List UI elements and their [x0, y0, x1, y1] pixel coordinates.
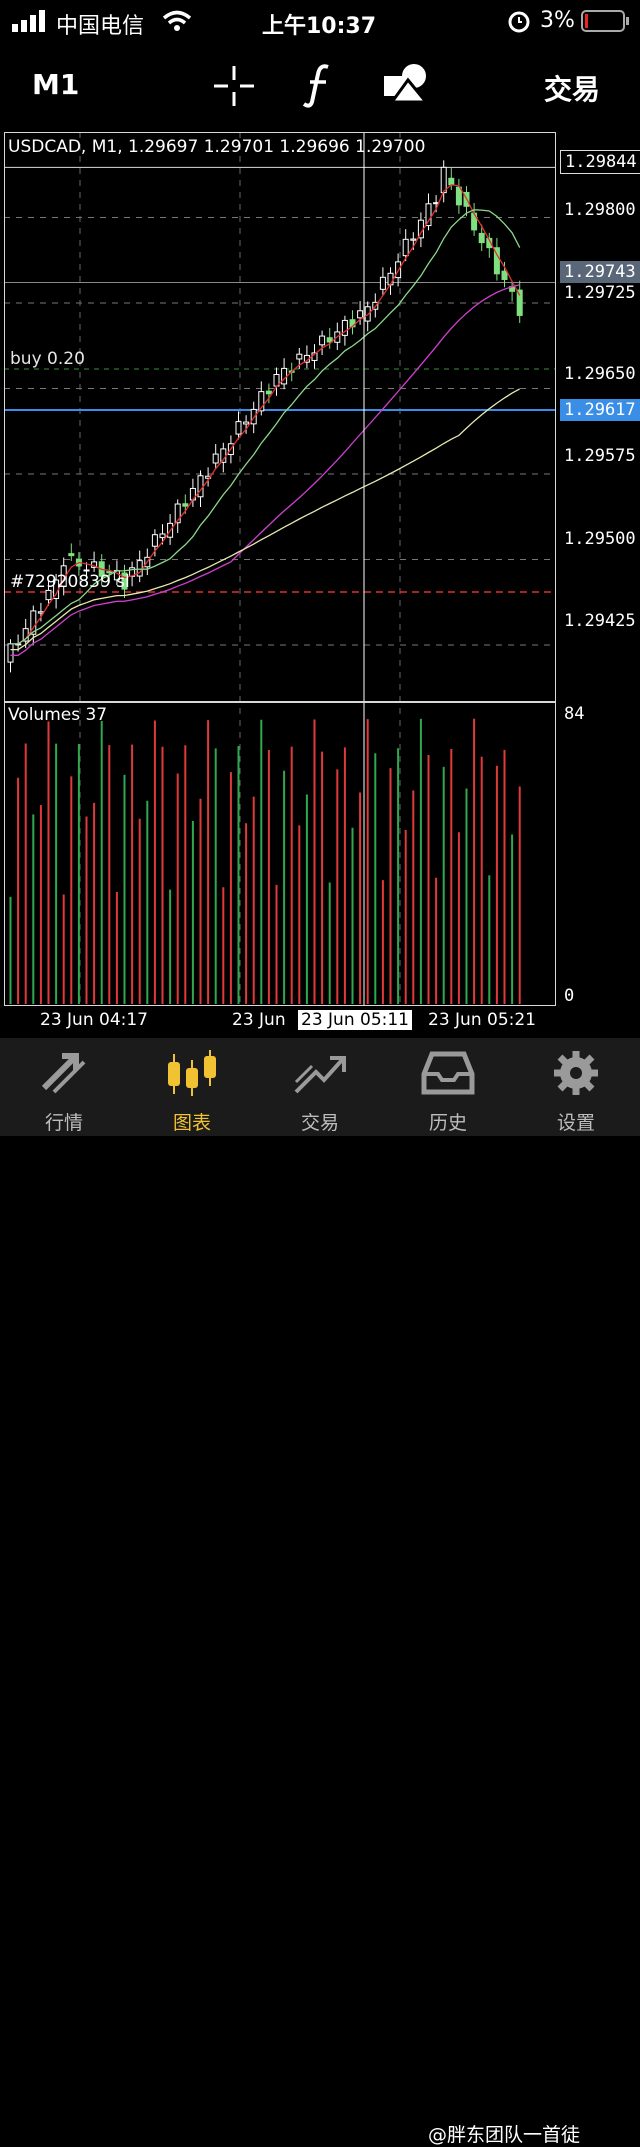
- carrier-name: 中国电信: [56, 14, 145, 39]
- candle-body: [45, 589, 52, 601]
- ma-fast-line: [10, 184, 521, 645]
- candle-body: [174, 503, 181, 524]
- crosshair-time-label: 23 Jun 05:11: [298, 1010, 412, 1030]
- candle-body: [410, 238, 417, 241]
- candle-body: [516, 289, 523, 316]
- candle-body: [243, 421, 250, 425]
- candle-body: [341, 319, 348, 336]
- candle-body: [30, 610, 37, 635]
- candle-body: [296, 353, 303, 360]
- sl-label: #72920839 sl: [10, 572, 130, 592]
- candle-body: [159, 533, 166, 539]
- candle-body: [182, 503, 189, 507]
- chart-toolbar: M1 交易: [0, 48, 640, 128]
- candle-body: [501, 270, 508, 280]
- candle-body: [121, 572, 128, 590]
- time-tick: 23 Jun: [232, 1010, 286, 1030]
- price-tick: 1.29425: [564, 611, 636, 631]
- candle-body: [68, 553, 75, 557]
- bid-price-label: 1.29743: [560, 261, 640, 283]
- order-label: buy 0.20: [10, 349, 85, 369]
- bottom-nav: 行情 图表 交易 历史 设置 @胖东团队一首: [0, 1038, 640, 2146]
- price-panel-frame: [4, 132, 556, 702]
- price-tick: 1.29650: [564, 364, 636, 384]
- signal-icon: [12, 10, 45, 32]
- volume-min-label: 0: [564, 986, 575, 1006]
- alarm-icon: [508, 11, 530, 33]
- watermark-text: @胖东团队一首徒: [428, 2124, 581, 2146]
- candle-body: [455, 186, 462, 206]
- price-tick: 1.29575: [564, 446, 636, 466]
- history-inbox-icon: [421, 1051, 475, 1095]
- ma-long-line: [10, 388, 521, 651]
- nav-label: 交易: [300, 1112, 339, 1134]
- nav-trade[interactable]: 交易: [256, 1038, 384, 1136]
- nav-label: 设置: [556, 1112, 595, 1134]
- wifi-icon: [162, 10, 192, 31]
- volume-panel-frame: [4, 702, 556, 1006]
- battery-icon: [581, 10, 629, 32]
- ma-mid-line: [10, 209, 521, 645]
- chart-area[interactable]: [0, 130, 640, 1010]
- price-tick: 1.29800: [564, 200, 636, 220]
- trade-button[interactable]: 交易: [544, 73, 601, 106]
- candle-body: [212, 453, 219, 464]
- gear-icon: [554, 1051, 598, 1095]
- candle-body: [258, 391, 265, 412]
- clock: 上午10:37: [262, 14, 377, 39]
- candle-body: [83, 569, 90, 572]
- candle-body: [326, 337, 333, 343]
- nav-label: 历史: [428, 1112, 467, 1134]
- candle-body: [60, 565, 67, 588]
- nav-label: 图表: [172, 1112, 211, 1134]
- timeframe-button[interactable]: M1: [32, 68, 80, 101]
- candle-body: [151, 534, 158, 547]
- nav-label: 行情: [44, 1112, 83, 1134]
- time-tick: 23 Jun 04:17: [40, 1010, 148, 1030]
- high-price-label: 1.29844: [560, 150, 640, 174]
- candle-body: [265, 390, 272, 395]
- volumes-label: Volumes 37: [8, 705, 108, 725]
- quotes-arrows-icon: [41, 1053, 86, 1094]
- candle-body: [425, 203, 432, 227]
- candle-body: [402, 238, 409, 257]
- price-tick: 1.29725: [564, 283, 636, 303]
- nav-history[interactable]: 历史: [384, 1038, 512, 1136]
- candle-body: [493, 247, 500, 275]
- candle-body: [235, 421, 242, 435]
- candle-body: [319, 335, 326, 346]
- candle-body: [478, 232, 485, 244]
- status-bar: 中国电信 上午10:37 3%: [0, 0, 640, 44]
- chart-canvas[interactable]: [0, 130, 640, 1010]
- candle-body: [379, 276, 386, 290]
- candle-body: [357, 310, 364, 319]
- nav-charts[interactable]: 图表: [128, 1038, 256, 1136]
- volume-max-label: 84: [564, 704, 585, 724]
- candles-icon: [168, 1050, 216, 1096]
- price-tick: 1.29500: [564, 529, 636, 549]
- buy-price-label: 1.29617: [560, 399, 640, 421]
- candle-body: [106, 571, 113, 574]
- time-tick: 23 Jun 05:21: [428, 1010, 536, 1030]
- nav-quotes[interactable]: 行情: [0, 1038, 128, 1136]
- symbol-info: USDCAD, M1, 1.29697 1.29701 1.29696 1.29…: [8, 137, 426, 157]
- trade-trend-icon: [294, 1056, 346, 1094]
- battery-percent: 3%: [540, 8, 575, 33]
- crosshair-icon[interactable]: [212, 64, 256, 108]
- function-f-icon[interactable]: [300, 62, 336, 108]
- candle-body: [486, 237, 493, 249]
- shapes-icon[interactable]: [382, 60, 430, 106]
- nav-settings[interactable]: 设置: [512, 1038, 640, 1136]
- ma-slow-line: [10, 284, 520, 656]
